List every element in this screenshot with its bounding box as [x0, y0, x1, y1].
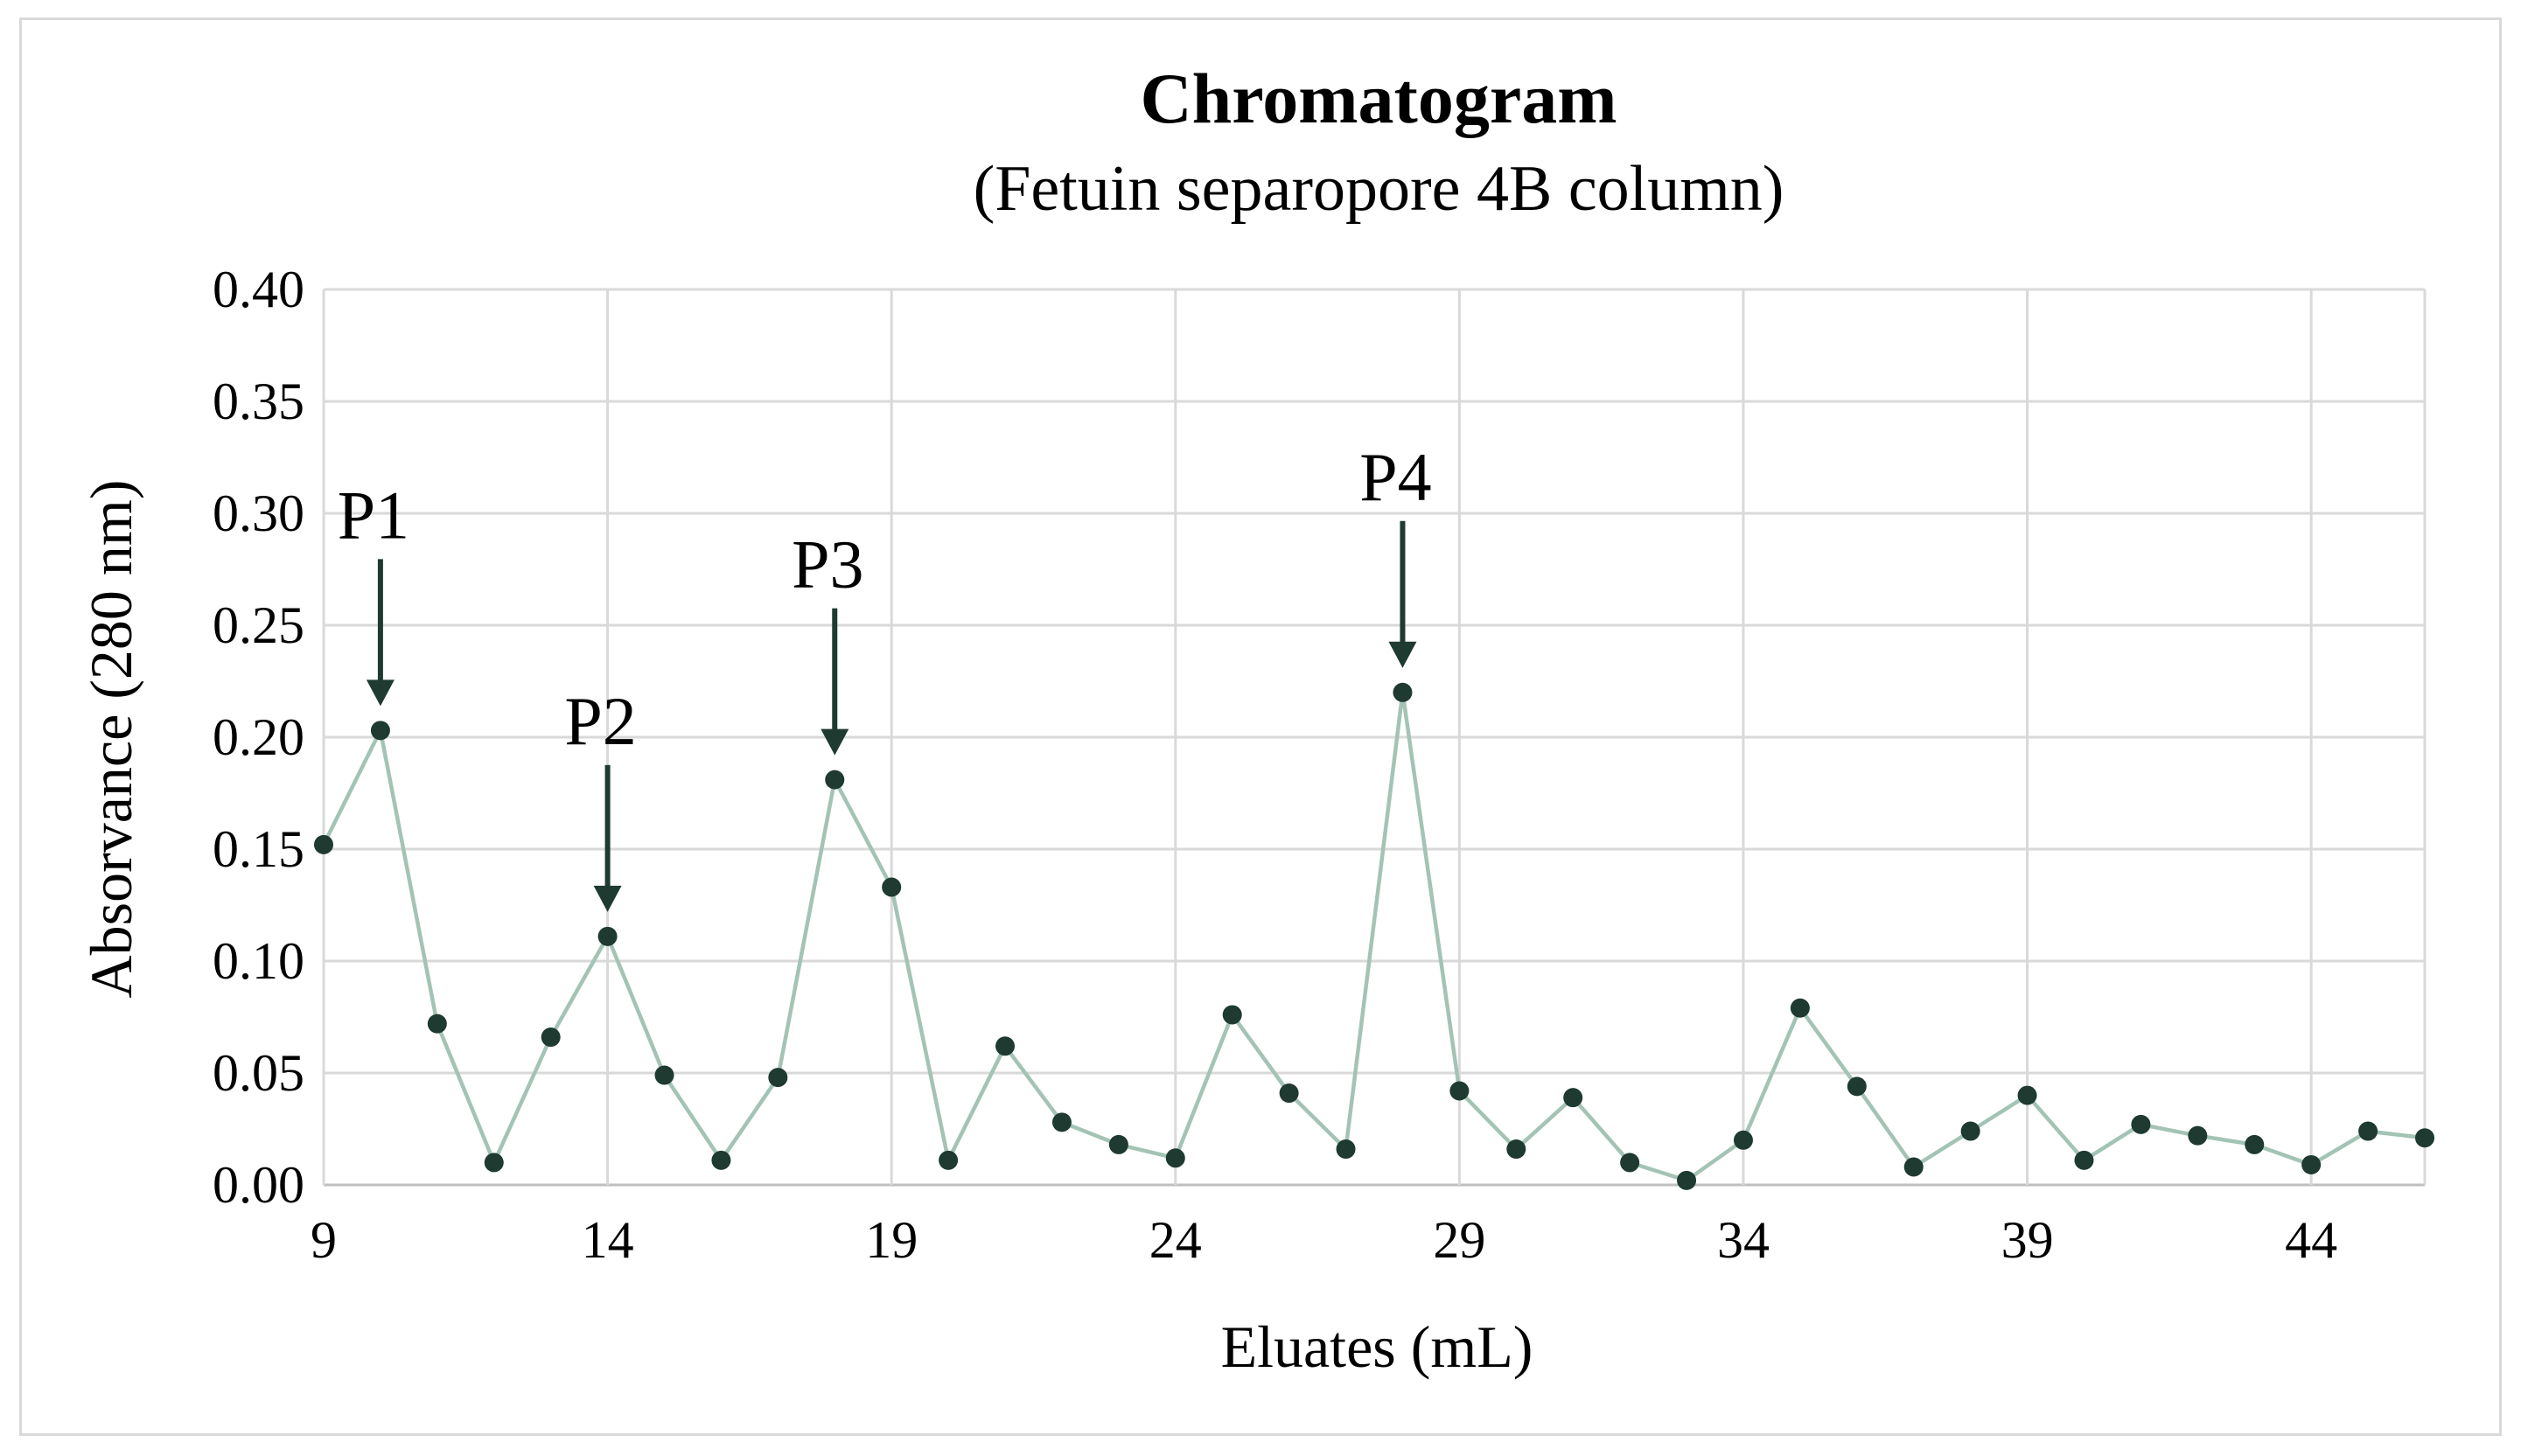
data-point: [1506, 1139, 1526, 1160]
y-tick-label: 0.05: [213, 1044, 304, 1102]
peak-label: P1: [338, 477, 409, 553]
data-point: [370, 721, 390, 741]
data-point: [1165, 1148, 1185, 1168]
x-tick-label: 34: [1717, 1211, 1770, 1269]
data-point: [1393, 682, 1413, 702]
data-point: [1790, 998, 1810, 1018]
x-tick-label: 9: [311, 1211, 337, 1269]
y-tick-label: 0.15: [213, 820, 304, 878]
data-point: [541, 1028, 561, 1048]
data-point: [2074, 1150, 2094, 1170]
y-tick-label: 0.10: [213, 932, 304, 990]
x-tick-label: 44: [2285, 1211, 2337, 1269]
data-point: [1222, 1005, 1242, 1025]
data-point: [1108, 1134, 1128, 1154]
data-point: [1903, 1157, 1924, 1177]
data-point: [2188, 1125, 2208, 1146]
peak-arrow-head: [593, 885, 622, 912]
peak-label: P2: [564, 683, 636, 759]
data-point: [2301, 1154, 2322, 1174]
chart-subtitle: (Fetuin separopore 4B column): [974, 153, 1784, 225]
x-tick-label: 29: [1433, 1211, 1485, 1269]
data-series: [314, 682, 2434, 1190]
x-tick-labels: 9 14 19 24 29 34 39 44: [311, 1211, 2337, 1269]
data-point: [2017, 1085, 2037, 1105]
y-tick-label: 0.00: [213, 1156, 304, 1214]
x-tick-label: 19: [865, 1211, 918, 1269]
peak-arrow-head: [821, 728, 849, 756]
y-tick-label: 0.20: [213, 708, 304, 766]
data-point: [995, 1036, 1016, 1056]
y-tick-label: 0.30: [213, 484, 304, 542]
peak-label: P3: [792, 526, 863, 603]
x-axis-label: Eluates (mL): [1221, 1313, 1533, 1380]
data-point: [2245, 1134, 2265, 1154]
data-point: [882, 877, 902, 897]
data-point: [1563, 1088, 1583, 1108]
data-point: [484, 1153, 504, 1173]
data-point: [711, 1150, 731, 1170]
gridlines: [322, 288, 2427, 1187]
chart-frame: [19, 17, 2502, 1436]
chart-title: Chromatogram: [1140, 59, 1617, 138]
data-point: [1336, 1139, 1356, 1160]
y-tick-label: 0.35: [213, 373, 304, 430]
x-tick-label: 39: [2001, 1211, 2054, 1269]
peak-arrow-head: [366, 679, 395, 707]
data-point: [2131, 1114, 2151, 1134]
data-point: [1051, 1112, 1072, 1132]
y-axis-label: Absorvance (280 nm): [78, 480, 144, 999]
data-point: [1677, 1170, 1697, 1190]
data-point: [825, 770, 845, 790]
data-point: [1733, 1130, 1753, 1150]
peak-annotations: P1 P2 P3 P4: [338, 439, 1432, 912]
y-tick-labels: 0.00 0.05 0.10 0.15 0.20 0.25 0.30 0.35 0.40: [213, 261, 304, 1214]
peak-arrow-head: [1388, 641, 1417, 668]
data-point: [768, 1068, 788, 1088]
y-tick-label: 0.40: [213, 261, 304, 318]
data-point: [654, 1065, 674, 1085]
data-point: [939, 1150, 959, 1170]
x-tick-label: 14: [582, 1211, 634, 1269]
data-point: [314, 834, 333, 854]
x-tick-label: 24: [1149, 1211, 1202, 1269]
peak-label: P4: [1359, 439, 1431, 515]
series-line: [321, 692, 2426, 1183]
data-point: [1847, 1076, 1867, 1097]
data-point: [427, 1014, 447, 1034]
y-tick-label: 0.25: [213, 596, 304, 654]
data-point: [1449, 1081, 1470, 1101]
data-point: [2415, 1128, 2434, 1148]
data-point: [597, 926, 618, 946]
data-point: [1279, 1083, 1299, 1104]
data-point: [1620, 1153, 1640, 1173]
data-point: [2358, 1121, 2378, 1141]
data-point: [1960, 1121, 1980, 1141]
